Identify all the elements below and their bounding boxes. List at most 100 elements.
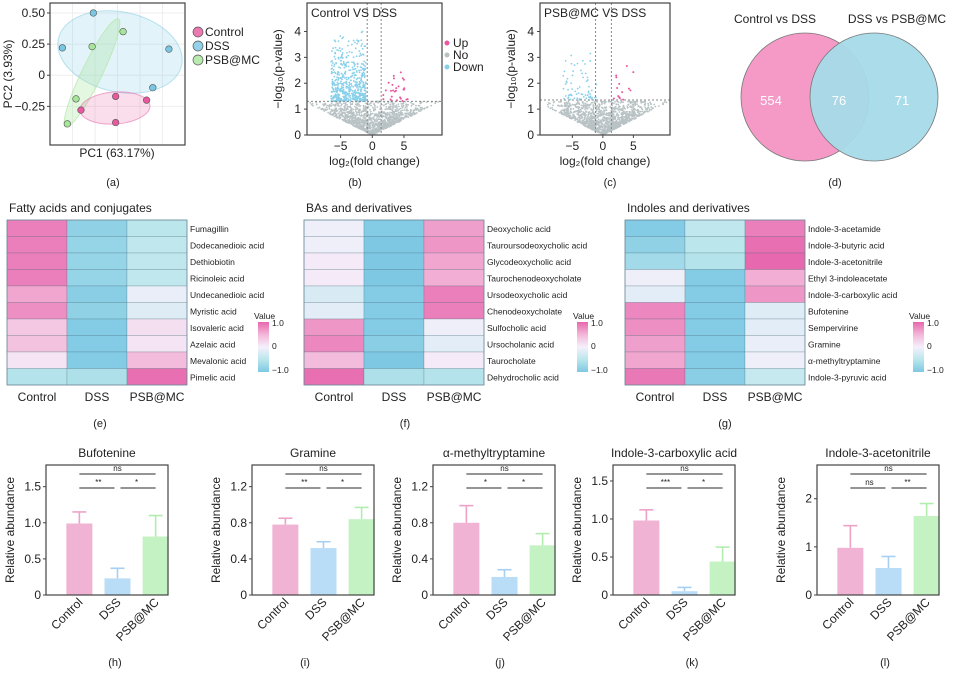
point-up [399, 96, 402, 99]
point-down [347, 77, 350, 80]
point-no [615, 103, 618, 106]
point-no [339, 102, 342, 104]
point-down [588, 96, 591, 99]
point-no [594, 104, 597, 107]
point-down [356, 86, 358, 89]
point-down [337, 87, 340, 90]
point-down [355, 91, 358, 94]
point-down [358, 71, 361, 74]
heatmap-cell [66, 302, 128, 320]
y-tick-label: 4 [527, 24, 534, 38]
point-down [362, 53, 365, 56]
point-down [344, 70, 347, 73]
point-down [357, 96, 360, 98]
point-no [561, 111, 564, 114]
point-no [365, 108, 367, 111]
bar-psbmc [348, 519, 375, 595]
point-no [369, 116, 372, 119]
y-tick-label: 1 [294, 102, 301, 116]
bar-chart-title: Bufotenine [78, 446, 136, 460]
point-no [629, 105, 631, 108]
point-no [632, 105, 635, 108]
point-down [360, 74, 363, 77]
point-no [638, 112, 640, 115]
point-no [582, 119, 584, 122]
point-no [340, 110, 343, 113]
point-no [394, 113, 396, 116]
point-up [625, 64, 628, 67]
point-down [350, 43, 353, 46]
point-no [654, 105, 657, 108]
x-tick-label: −5 [334, 139, 348, 153]
point-no [633, 110, 636, 113]
data-point-dss [149, 84, 157, 92]
point-down [331, 96, 334, 99]
point-no [400, 112, 403, 115]
y-tick-label: 0 [240, 588, 247, 602]
point-down [575, 93, 578, 96]
point-down [347, 54, 350, 57]
point-no [636, 103, 639, 106]
point-no [326, 104, 329, 107]
point-down [345, 86, 348, 89]
point-no [373, 125, 376, 128]
heatmap-cell [423, 252, 485, 270]
point-down [356, 39, 358, 42]
bar-dss [491, 576, 518, 595]
y-tick-label: 1 [527, 102, 534, 116]
point-down [576, 97, 579, 99]
bar-control [837, 547, 864, 595]
point-down [357, 91, 360, 94]
heatmap-row-label: Sempervirine [808, 323, 858, 333]
heatmap-row-label: Chenodeoxycholate [487, 307, 562, 317]
point-no [589, 120, 591, 123]
bar-chart-title: Gramine [290, 446, 336, 460]
heatmap-cell [423, 335, 485, 353]
point-down [349, 89, 352, 92]
point-no [345, 116, 348, 119]
point-no [369, 110, 372, 113]
point-no [320, 108, 323, 110]
x-tick-label: Control [435, 595, 472, 632]
point-no [574, 117, 577, 119]
point-no [583, 122, 586, 125]
heatmap-title: BAs and derivatives [306, 201, 412, 215]
point-down [339, 50, 342, 52]
point-no [584, 115, 587, 117]
point-no [371, 106, 374, 109]
venn-count: 554 [760, 93, 782, 108]
point-no [596, 116, 599, 119]
point-no [414, 108, 417, 111]
point-down [350, 84, 353, 87]
point-no [395, 112, 398, 115]
point-no [563, 102, 566, 104]
point-no [343, 102, 345, 105]
heatmap-cell [6, 285, 68, 303]
heatmap-row-label: α-methyltryptamine [808, 356, 881, 366]
point-no [549, 102, 552, 105]
point-no [399, 119, 402, 122]
point-no [370, 119, 373, 122]
heatmap-cell [6, 318, 68, 336]
color-legend-tick: 1.0 [591, 318, 603, 328]
point-up [399, 71, 402, 74]
point-no [574, 110, 577, 113]
point-no [578, 109, 580, 112]
heatmap-cell [363, 252, 425, 270]
heatmap-cell [363, 335, 425, 353]
point-down [351, 51, 353, 54]
point-down [340, 59, 343, 62]
point-no [412, 109, 415, 112]
point-no [632, 103, 635, 106]
point-no [625, 116, 628, 119]
point-down [342, 36, 345, 39]
point-no [350, 107, 353, 110]
heatmap-cell [363, 236, 425, 254]
point-no [351, 102, 354, 105]
point-down [334, 79, 337, 82]
significance-label: *** [661, 478, 670, 487]
point-no [628, 119, 631, 122]
heatmap-e: Fatty acids and conjugates Fumagillin Dode… [6, 201, 289, 404]
point-no [389, 118, 392, 121]
point-no [596, 115, 599, 118]
